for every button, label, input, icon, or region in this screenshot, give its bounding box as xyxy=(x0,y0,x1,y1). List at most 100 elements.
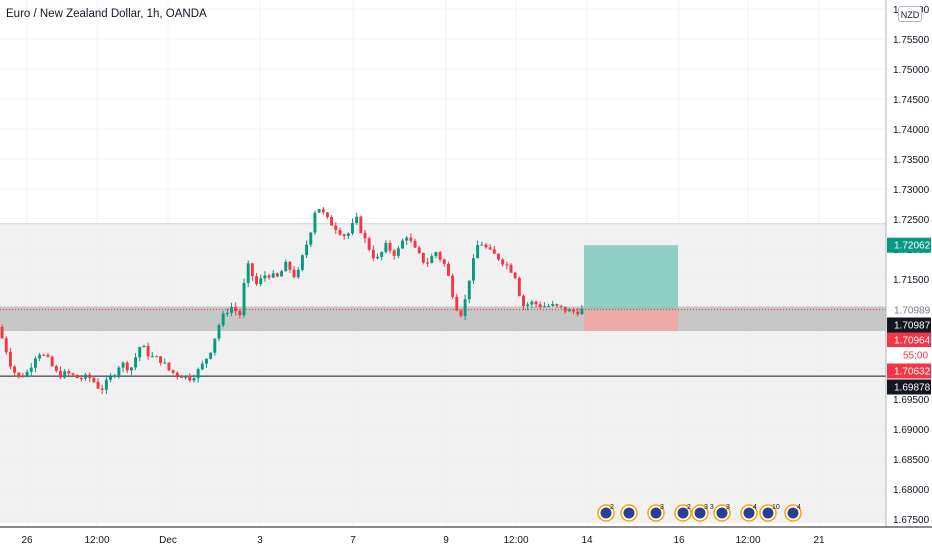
candle-body xyxy=(497,253,500,260)
flag-icon xyxy=(787,507,799,519)
candle-body xyxy=(471,258,475,281)
candle-body xyxy=(75,374,79,379)
candle-body xyxy=(413,240,417,248)
candle-body xyxy=(484,244,488,248)
candle-body xyxy=(405,237,409,241)
candle-body xyxy=(363,232,367,239)
candle-body xyxy=(63,371,67,378)
event-badge[interactable]: 4 xyxy=(784,504,802,522)
event-badge[interactable]: 2 xyxy=(597,504,615,522)
price-scale-label: 1.67500 xyxy=(893,515,930,526)
badge-value: 1.72062 xyxy=(894,241,931,252)
candle-body xyxy=(417,247,421,253)
candle-body xyxy=(392,250,396,256)
candle-body xyxy=(142,346,146,348)
candle-body xyxy=(150,356,154,358)
candle-body xyxy=(513,272,517,278)
position-profit-zone xyxy=(584,245,678,310)
event-badge-count: 4 xyxy=(753,504,757,511)
event-badge[interactable]: 3 xyxy=(647,504,665,522)
candle-body xyxy=(330,216,334,226)
price-badge-stop-top: 1.70964 xyxy=(887,332,931,348)
badge-value: 1.70989 xyxy=(894,306,931,317)
event-badge-count: 2 xyxy=(687,504,691,511)
candle-body xyxy=(492,249,496,254)
flag-icon xyxy=(623,507,635,519)
candle-body xyxy=(138,347,142,358)
candle-body xyxy=(113,375,117,377)
candle-body xyxy=(234,307,238,312)
candle-body xyxy=(50,356,54,367)
candle-body xyxy=(225,312,229,314)
candle-body xyxy=(309,232,313,245)
time-scale-label: 21 xyxy=(813,535,825,546)
candle-body xyxy=(325,212,329,217)
candle-body xyxy=(267,275,271,278)
badge-value: 55:00 xyxy=(903,351,928,362)
candle-body xyxy=(576,311,580,315)
flag-icon xyxy=(716,507,728,519)
time-scale-label: 3 xyxy=(257,535,263,546)
candle-body xyxy=(134,357,138,368)
candle-body xyxy=(467,280,471,300)
price-scale-label: 1.74000 xyxy=(893,125,930,136)
candle-body xyxy=(480,244,484,246)
candle-body xyxy=(175,372,179,376)
price-badge-horizontal-line: 1.69878 xyxy=(887,379,931,395)
time-scale-label: 14 xyxy=(581,535,593,546)
flag-icon xyxy=(743,507,755,519)
candle-body xyxy=(188,375,192,381)
candle-body xyxy=(505,264,509,266)
candle-body xyxy=(476,244,480,259)
event-badge[interactable] xyxy=(620,504,638,522)
time-scale-label: 26 xyxy=(21,535,33,546)
candle-body xyxy=(355,216,359,223)
price-scale-label: 1.73500 xyxy=(893,155,930,166)
candle-body xyxy=(196,369,200,379)
badge-bg xyxy=(887,363,931,379)
candle-body xyxy=(59,370,62,378)
candle-body xyxy=(313,212,317,233)
event-badge[interactable]: 3 xyxy=(713,504,731,522)
candle-body xyxy=(280,271,284,277)
candle-body xyxy=(351,222,354,234)
price-badge-last-price: 1.70987 xyxy=(887,317,931,333)
event-badge-count: 3 xyxy=(726,504,730,511)
range-rectangle xyxy=(0,223,886,524)
candle-body xyxy=(409,237,413,241)
time-scale-label: 16 xyxy=(673,535,685,546)
candle-body xyxy=(88,374,92,378)
candle-body xyxy=(271,273,275,278)
candle-body xyxy=(217,325,221,339)
badge-bg xyxy=(887,332,931,348)
candle-body xyxy=(522,295,525,307)
currency-button[interactable]: NZD xyxy=(898,6,922,22)
badge-bg xyxy=(887,317,931,333)
event-badge[interactable]: 3 3 xyxy=(691,504,714,522)
flag-icon xyxy=(650,507,662,519)
event-badge[interactable]: 10 xyxy=(759,504,780,522)
candle-body xyxy=(530,301,534,305)
candle-body xyxy=(117,367,121,376)
candle-body xyxy=(430,256,434,264)
candle-body xyxy=(255,276,259,285)
candle-body xyxy=(129,367,133,371)
symbol-title: Euro / New Zealand Dollar, 1h, OANDA xyxy=(6,8,207,20)
time-scale-label: Dec xyxy=(159,535,177,546)
flag-icon xyxy=(762,507,774,519)
candle-body xyxy=(250,263,254,277)
price-badge-stop: 1.70632 xyxy=(887,363,931,379)
candle-body xyxy=(79,378,83,380)
badge-value: 1.70964 xyxy=(894,336,931,347)
candle-body xyxy=(159,356,163,363)
flag-icon xyxy=(600,507,612,519)
candle-body xyxy=(67,371,71,374)
candle-body xyxy=(38,354,42,359)
candle-body xyxy=(446,263,450,276)
event-badge[interactable]: 4 xyxy=(740,504,758,522)
flag-icon xyxy=(694,507,706,519)
price-scale-label: 1.74500 xyxy=(893,95,930,106)
event-badge[interactable]: 2 xyxy=(674,504,692,522)
price-scale-label: 1.75500 xyxy=(893,35,930,46)
